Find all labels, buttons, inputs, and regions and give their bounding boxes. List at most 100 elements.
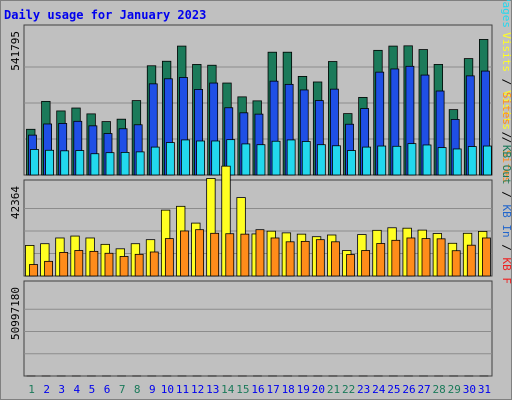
bar-pages [256, 144, 266, 176]
bar-pages [271, 140, 281, 176]
day-label: 24 [372, 383, 386, 396]
bar-pages [392, 145, 402, 176]
bar-pages [120, 152, 130, 176]
day-label: 30 [463, 383, 476, 396]
day-label: 17 [266, 383, 279, 396]
bar-sites [44, 260, 53, 277]
bar-pages [422, 144, 432, 176]
bar-sites [421, 238, 431, 277]
legend-entry: / [500, 130, 512, 150]
day-label: 27 [417, 383, 430, 396]
bar-sites [89, 250, 99, 277]
bar-sites [119, 256, 129, 277]
day-label: 2 [43, 383, 50, 396]
day-label: 29 [448, 383, 461, 396]
bar-pages [165, 142, 175, 176]
day-label: 11 [176, 383, 189, 396]
legend-entry: KB F [500, 258, 512, 285]
day-label: 9 [149, 383, 156, 396]
bar-pages [60, 150, 70, 176]
legend-entry: KB In [500, 205, 512, 238]
bar-sites [331, 241, 340, 277]
day-label: 20 [312, 383, 325, 396]
bar-pages [30, 149, 39, 176]
legend-entry: KB Out [500, 145, 512, 185]
bar-pages [196, 140, 205, 176]
bar-sites [74, 250, 84, 277]
bar-pages [90, 153, 100, 176]
bar-sites [134, 253, 144, 277]
bar-sites [255, 229, 265, 277]
bar-sites [436, 238, 446, 277]
day-label: 7 [119, 383, 126, 396]
bar-pages [181, 139, 190, 176]
panel-2-plot-area [23, 280, 493, 377]
bar-sites [376, 243, 386, 277]
bar-sites [300, 240, 310, 277]
bar-pages [362, 146, 372, 176]
bar-sites [149, 251, 159, 277]
bar-pages [150, 146, 160, 176]
bar-sites [391, 239, 401, 277]
bar-sites [270, 237, 280, 277]
legend-entry: / [500, 72, 512, 92]
bar-sites [361, 250, 371, 277]
bar-pages [483, 145, 492, 176]
panel-2-y-max-label: 50997180 [9, 287, 22, 340]
legend-entry: / [500, 238, 512, 258]
legend-entry: / [500, 185, 512, 205]
day-label: 14 [221, 383, 235, 396]
day-label: 4 [74, 383, 81, 396]
bar-pages [105, 152, 115, 176]
day-label: 23 [357, 383, 370, 396]
panel-0-legend: Hits / Files / Pages [500, 0, 512, 28]
bar-pages [452, 148, 462, 176]
legend-entry: Visits [500, 32, 512, 72]
day-label: 21 [327, 383, 340, 396]
panel-0-y-max-label: 541795 [9, 31, 22, 71]
legend-entry: Pages [500, 0, 512, 28]
bar-pages [301, 141, 311, 176]
bar-sites [210, 232, 220, 277]
bar-sites [164, 238, 174, 277]
bar-pages [332, 145, 341, 176]
panel-1-legend: Visits / Sites [500, 90, 512, 183]
day-label: 25 [387, 383, 400, 396]
bar-sites [346, 254, 355, 277]
bar-pages [241, 143, 251, 176]
day-label: 13 [206, 383, 219, 396]
day-label: 5 [89, 383, 96, 396]
bar-sites [466, 244, 476, 277]
bar-pages [45, 149, 54, 176]
legend-entry: Sites [500, 92, 512, 125]
day-label: 18 [282, 383, 295, 396]
legend-entry: Visits [500, 90, 512, 130]
bar-pages [437, 147, 447, 176]
day-label: 8 [134, 383, 141, 396]
day-label: 10 [161, 383, 174, 396]
bar-pages [377, 145, 387, 176]
day-label: 31 [478, 383, 491, 396]
bar-pages [211, 140, 221, 176]
day-label: 16 [251, 383, 264, 396]
bar-sites [225, 233, 235, 277]
legend-entry: Sites [500, 150, 512, 183]
bar-sites [104, 252, 114, 277]
day-label: 19 [297, 383, 310, 396]
panel-1-y-max-label: 42364 [9, 186, 22, 219]
day-label: 26 [402, 383, 415, 396]
bar-pages [467, 146, 477, 176]
day-label: 15 [236, 383, 249, 396]
bar-sites [240, 233, 250, 277]
bar-sites [195, 229, 204, 277]
bar-pages [75, 150, 85, 176]
day-label: 28 [433, 383, 446, 396]
bar-sites [59, 252, 69, 277]
bar-sites [482, 237, 491, 277]
day-label: 22 [342, 383, 355, 396]
day-label: 1 [28, 383, 35, 396]
day-label: 6 [104, 383, 111, 396]
bar-pages [316, 144, 326, 176]
day-label: 12 [191, 383, 204, 396]
